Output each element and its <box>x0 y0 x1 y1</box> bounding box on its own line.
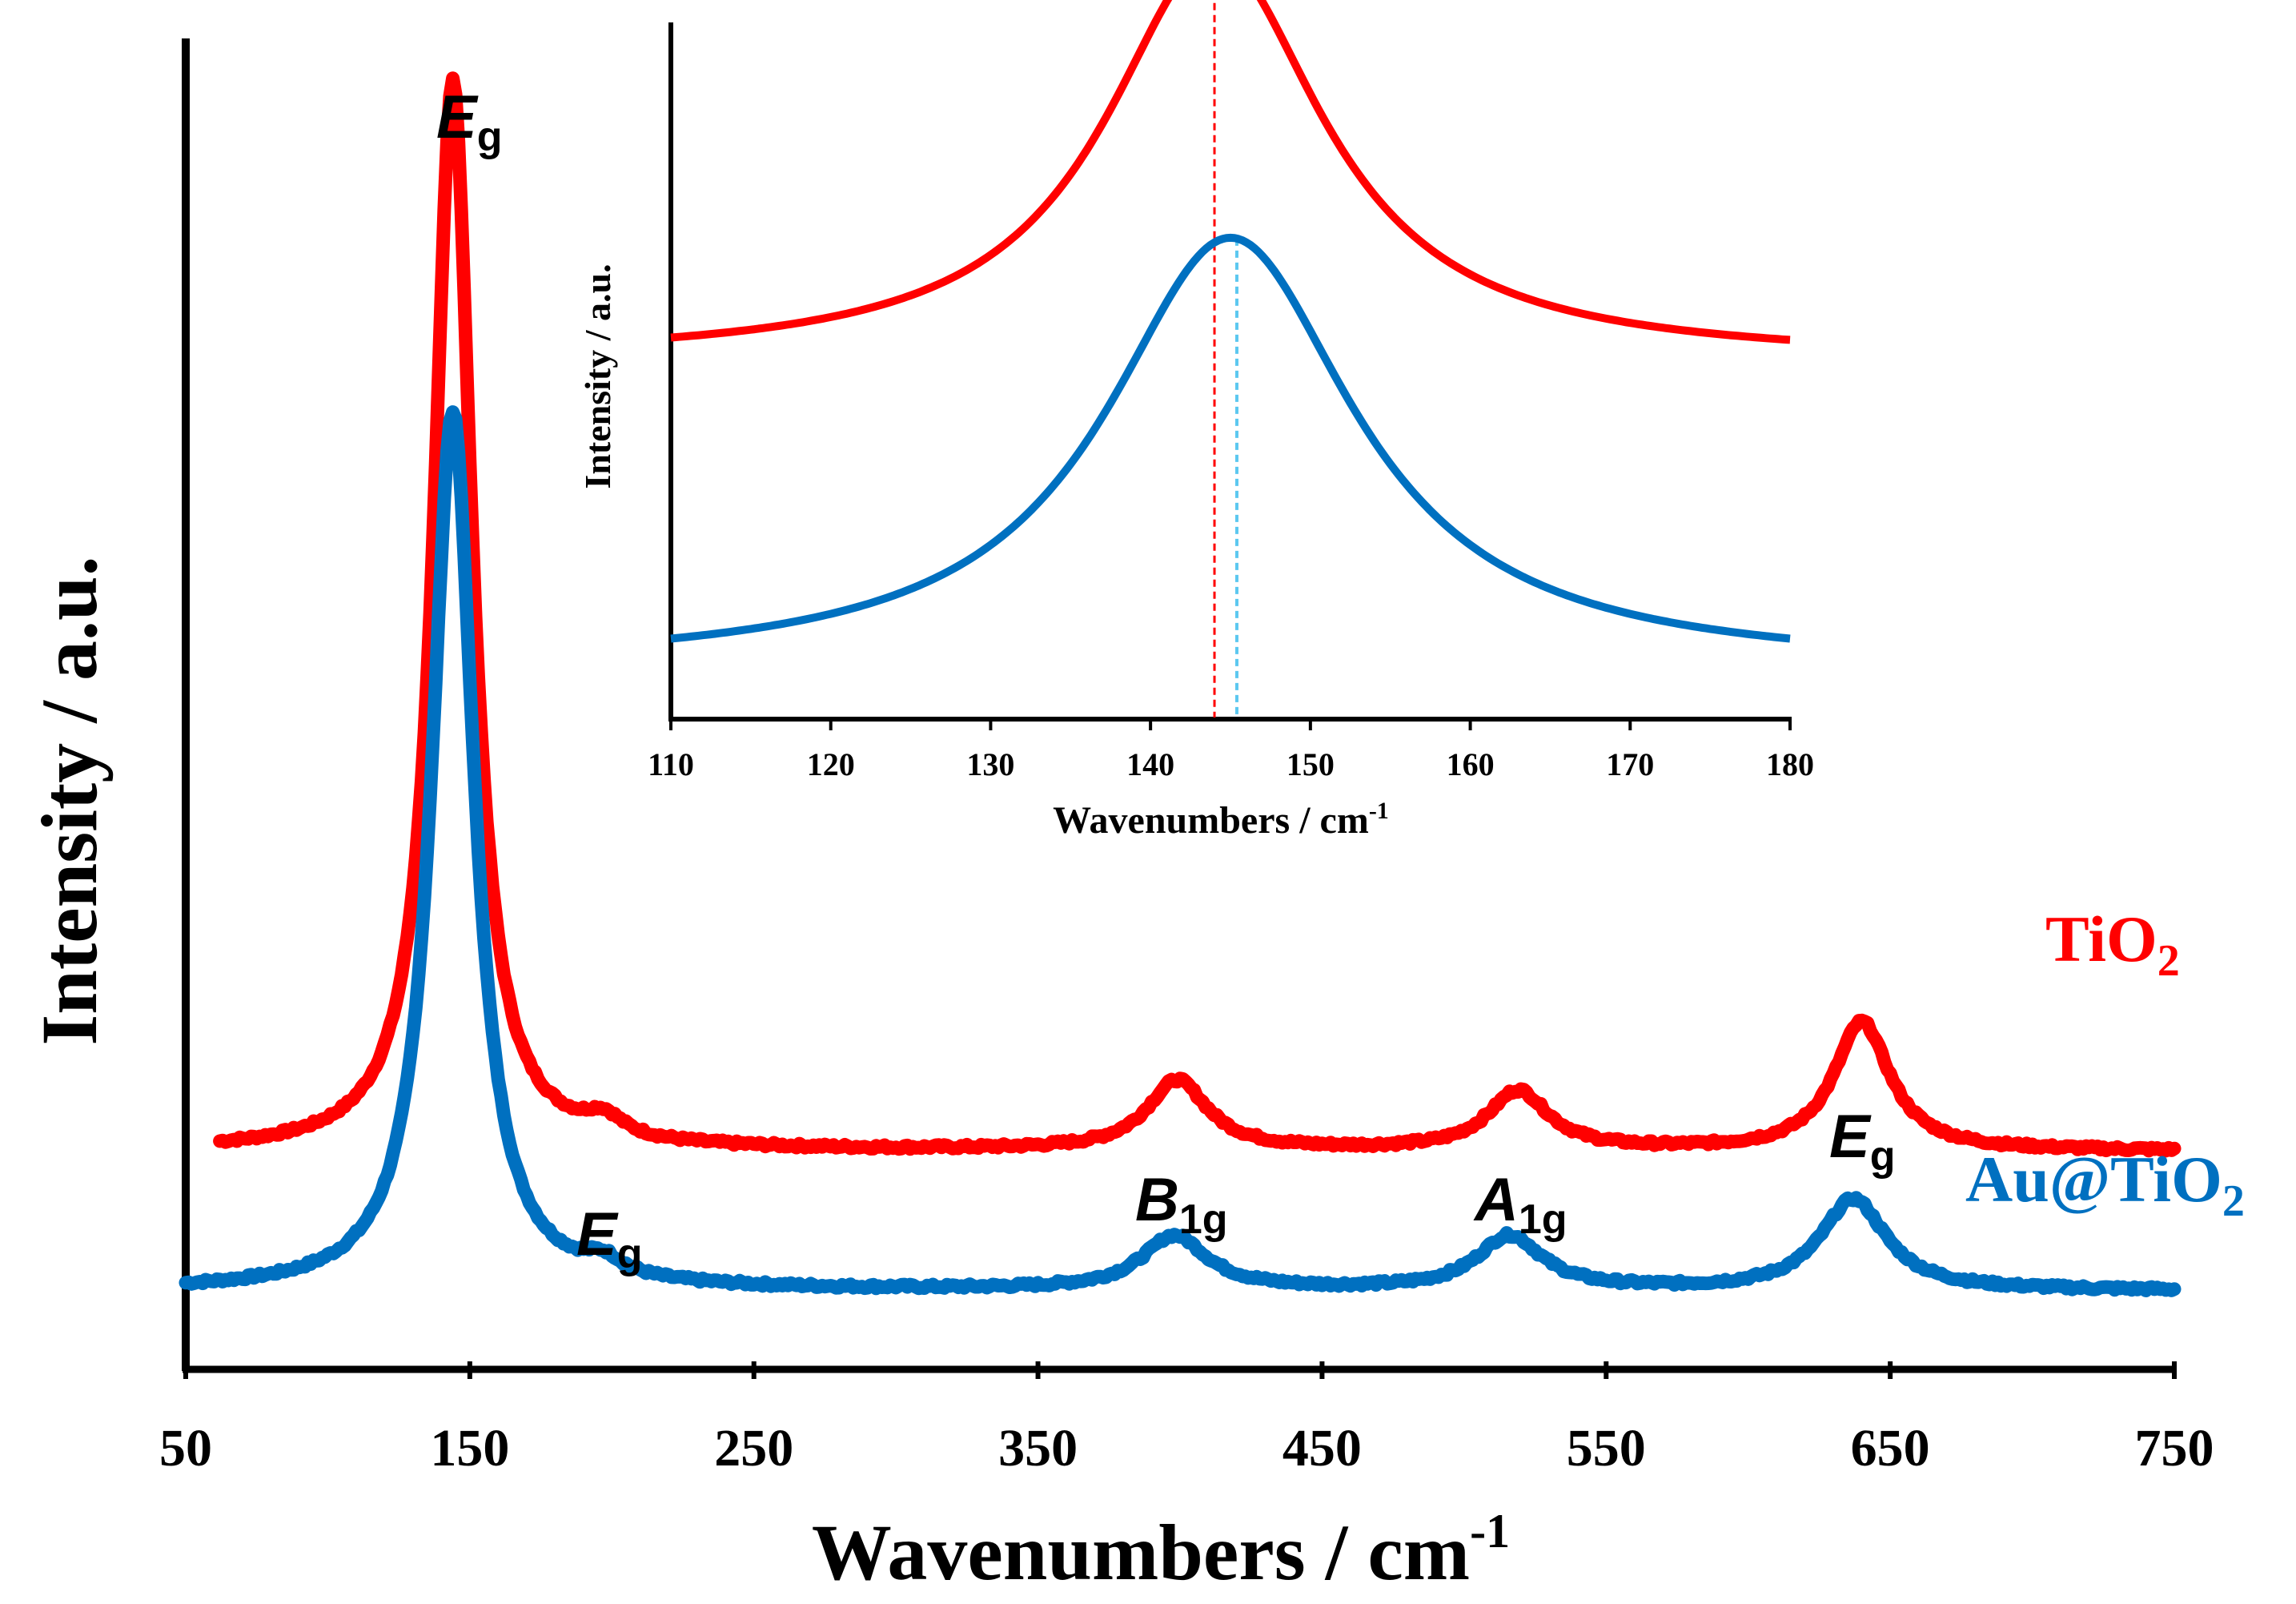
inset-tio2-line <box>670 0 1791 344</box>
inset-x-tick-labels: 110 120 130 140 150 160 170 180 <box>648 746 1814 782</box>
main-x-tick-labels: 50 150 250 350 450 550 650 750 <box>159 1419 2214 1477</box>
main-x-tick-label-350: 350 <box>998 1419 1078 1477</box>
main-x-axis-label: Wavenumbers / cm-1 <box>812 1505 1510 1597</box>
main-x-tick-label-50: 50 <box>159 1419 212 1477</box>
inset-chart: 110 120 130 140 150 160 170 180 Wavenumbers / c… <box>577 0 1814 842</box>
inset-x-tick-label-140: 140 <box>1126 746 1174 782</box>
au-tio2-spectrum-line <box>179 405 2182 1297</box>
inset-y-axis-label: Intensity / a.u. <box>577 263 618 488</box>
peak-label-eg-197: Eg <box>576 1200 642 1277</box>
tio2-spectrum-line <box>213 71 2182 1158</box>
main-x-tick-label-750: 750 <box>2135 1419 2214 1477</box>
main-y-axis-label: Intensity / a.u. <box>25 556 114 1045</box>
inset-x-tick-label-160: 160 <box>1447 746 1495 782</box>
inset-x-tick-label-180: 180 <box>1766 746 1814 782</box>
peak-annotations: Eg Eg B1g A1g Eg <box>436 83 1895 1277</box>
main-x-tick-label-450: 450 <box>1282 1419 1362 1477</box>
main-x-tick-label-150: 150 <box>430 1419 509 1477</box>
main-x-tick-label-650: 650 <box>1851 1419 1930 1477</box>
inset-x-tick-label-110: 110 <box>648 746 694 782</box>
main-x-tick-label-550: 550 <box>1567 1419 1646 1477</box>
inset-x-tick-label-120: 120 <box>807 746 855 782</box>
inset-x-tick-label-130: 130 <box>966 746 1014 782</box>
peak-label-eg-640: Eg <box>1829 1103 1895 1180</box>
peak-label-b1g: B1g <box>1135 1166 1228 1243</box>
inset-x-tick-label-150: 150 <box>1286 746 1335 782</box>
main-chart: 50 150 250 350 450 550 650 750 Wavenumbers / cm… <box>25 38 2245 1597</box>
inset-x-tick-label-170: 170 <box>1606 746 1654 782</box>
tio2-legend-label: TiO2 <box>2045 903 2180 986</box>
peak-label-eg-144: Eg <box>436 83 502 160</box>
inset-x-ticks <box>669 719 1792 730</box>
inset-x-axis-label: Wavenumbers / cm-1 <box>1053 798 1389 842</box>
main-x-tick-label-250: 250 <box>714 1419 793 1477</box>
main-x-ticks <box>183 1361 2177 1379</box>
peak-label-a1g: A1g <box>1473 1166 1567 1243</box>
au-tio2-legend-label: Au@TiO2 <box>1965 1143 2245 1226</box>
inset-au-tio2-line <box>670 233 1791 643</box>
